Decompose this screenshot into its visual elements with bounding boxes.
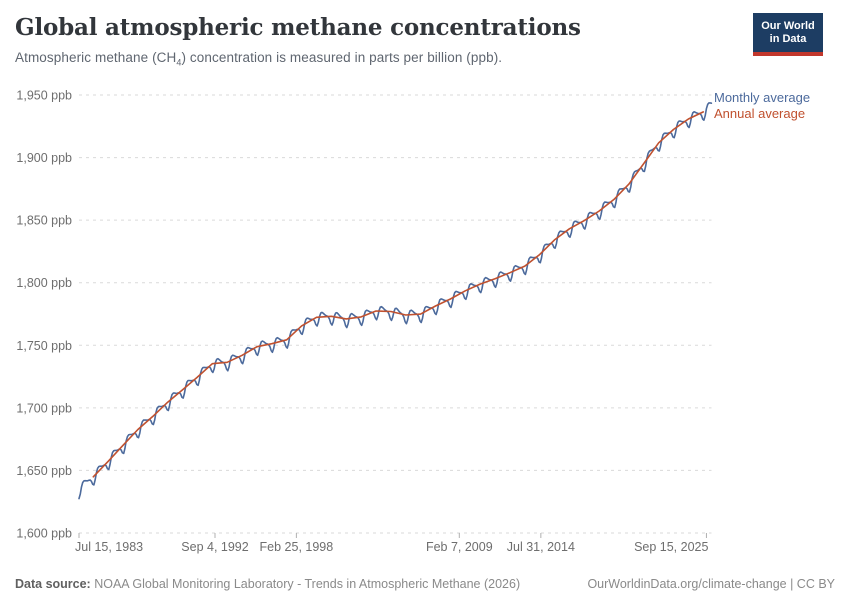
- y-axis-label: 1,750 ppb: [16, 339, 72, 353]
- y-axis-label: 1,700 ppb: [16, 401, 72, 415]
- logo-line-2: in Data: [769, 33, 807, 46]
- x-axis-label: Feb 25, 1998: [260, 540, 334, 554]
- y-axis-label: 1,850 ppb: [16, 214, 72, 228]
- subtitle-text: Atmospheric methane (CH: [15, 50, 177, 65]
- page-title: Global atmospheric methane concentration…: [15, 14, 581, 41]
- y-axis-label: 1,950 ppb: [16, 89, 72, 103]
- data-source-text: NOAA Global Monitoring Laboratory - Tren…: [90, 577, 521, 591]
- x-axis-label: Jul 15, 1983: [75, 540, 143, 554]
- legend-annual[interactable]: Annual average: [714, 106, 805, 121]
- footer-link[interactable]: OurWorldinData.org/climate-change | CC B…: [587, 577, 835, 591]
- data-source: Data source: NOAA Global Monitoring Labo…: [15, 577, 520, 591]
- y-axis-label: 1,650 ppb: [16, 464, 72, 478]
- chart-subtitle: Atmospheric methane (CH4) concentration …: [15, 50, 835, 68]
- owid-logo[interactable]: Our World in Data: [753, 13, 823, 57]
- monthly-average-line[interactable]: [78, 102, 713, 500]
- line-chart: 1,600 ppb 1,650 ppb 1,700 ppb 1,750 ppb 1,80…: [0, 85, 850, 560]
- y-axis-label: 1,900 ppb: [16, 151, 72, 165]
- x-axis-label: Sep 4, 1992: [181, 540, 248, 554]
- chart-canvas: 1,600 ppb 1,650 ppb 1,700 ppb 1,750 ppb 1,80…: [16, 89, 810, 555]
- x-axis-label: Jul 31, 2014: [507, 540, 575, 554]
- subtitle-subscript: 4: [176, 57, 182, 68]
- data-source-label: Data source:: [15, 577, 91, 591]
- y-axis-label: 1,800 ppb: [16, 276, 72, 290]
- legend-monthly[interactable]: Monthly average: [714, 90, 810, 105]
- subtitle-text-2: ) concentration is measured in parts per…: [181, 50, 503, 65]
- x-axis-label: Sep 15, 2025: [634, 540, 708, 554]
- annual-average-line[interactable]: [92, 111, 705, 478]
- x-axis-label: Feb 7, 2009: [426, 540, 493, 554]
- logo-line-1: Our World: [761, 20, 815, 32]
- chart-footer: Data source: NOAA Global Monitoring Labo…: [15, 577, 835, 591]
- chart-header: Global atmospheric methane concentration…: [15, 13, 835, 68]
- y-axis-label: 1,600 ppb: [16, 527, 72, 541]
